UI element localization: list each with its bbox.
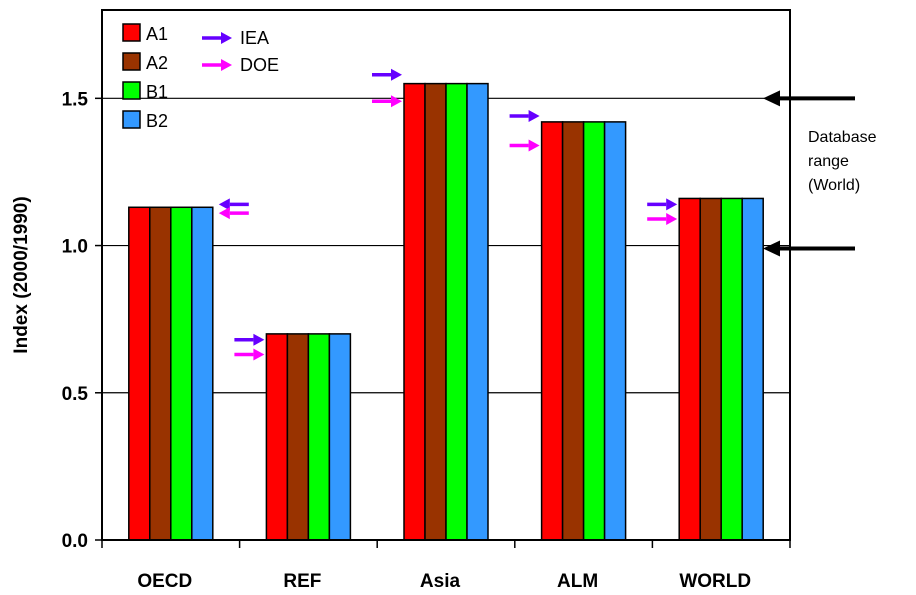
bar bbox=[467, 84, 488, 540]
y-axis-title: Index (2000/1990) bbox=[11, 196, 32, 353]
bar bbox=[721, 198, 742, 540]
iea-arrow bbox=[510, 110, 540, 122]
arrow-head bbox=[529, 139, 540, 151]
legend-swatch bbox=[123, 82, 140, 99]
doe-arrow bbox=[372, 95, 402, 107]
bar bbox=[192, 207, 213, 540]
legend-label: B2 bbox=[146, 111, 168, 131]
bar bbox=[425, 84, 446, 540]
doe-arrow bbox=[510, 139, 540, 151]
range-arrow bbox=[763, 90, 855, 106]
arrow-head bbox=[221, 59, 232, 71]
legend-swatch bbox=[123, 111, 140, 128]
legend-swatch bbox=[123, 53, 140, 70]
bar bbox=[542, 122, 563, 540]
legend-swatch bbox=[123, 24, 140, 41]
annotation-text: Database bbox=[808, 129, 877, 146]
doe-arrow bbox=[234, 349, 264, 361]
legend-label: DOE bbox=[240, 55, 279, 75]
bar bbox=[742, 198, 763, 540]
range-arrow bbox=[763, 241, 855, 257]
bars bbox=[129, 84, 763, 540]
bar bbox=[605, 122, 626, 540]
x-category-label: ALM bbox=[557, 571, 598, 592]
iea-arrow bbox=[647, 198, 677, 210]
arrow-head bbox=[529, 110, 540, 122]
x-category-label: WORLD bbox=[679, 571, 751, 592]
arrow-head bbox=[253, 349, 264, 361]
legend-arrow bbox=[202, 59, 232, 71]
database-range-annotation: Database range (World) bbox=[763, 90, 877, 256]
arrow-head bbox=[391, 69, 402, 81]
legend-label: B1 bbox=[146, 82, 168, 102]
arrow-head bbox=[219, 207, 230, 219]
arrow-head bbox=[253, 334, 264, 346]
annotation-text: range bbox=[808, 153, 849, 170]
bar bbox=[700, 198, 721, 540]
arrow-head bbox=[391, 95, 402, 107]
arrow-head bbox=[763, 90, 780, 106]
legend-arrow bbox=[202, 32, 232, 44]
bar bbox=[150, 207, 171, 540]
arrow-head bbox=[763, 241, 780, 257]
legend-label: A1 bbox=[146, 24, 168, 44]
doe-arrow bbox=[647, 213, 677, 225]
legend-label: IEA bbox=[240, 28, 269, 48]
iea-arrow bbox=[219, 198, 249, 210]
bar bbox=[679, 198, 700, 540]
arrow-head bbox=[221, 32, 232, 44]
arrow-head bbox=[666, 198, 677, 210]
y-tick-label: 0.5 bbox=[62, 384, 89, 405]
bar bbox=[266, 334, 287, 540]
doe-arrow bbox=[219, 207, 249, 219]
iea-arrow bbox=[372, 69, 402, 81]
bar bbox=[171, 207, 192, 540]
legend: A1 A2 B1 B2 IEA DOE bbox=[123, 24, 279, 131]
x-category-label: OECD bbox=[137, 571, 192, 592]
arrow-head bbox=[666, 213, 677, 225]
x-category-label: REF bbox=[283, 571, 321, 592]
bar bbox=[308, 334, 329, 540]
y-tick-label: 1.5 bbox=[62, 89, 89, 110]
x-category-label: Asia bbox=[420, 571, 461, 592]
annotation-text: (World) bbox=[808, 177, 860, 194]
bar bbox=[287, 334, 308, 540]
bar bbox=[563, 122, 584, 540]
legend-label: A2 bbox=[146, 53, 168, 73]
bar bbox=[129, 207, 150, 540]
bar bbox=[584, 122, 605, 540]
bar bbox=[446, 84, 467, 540]
y-tick-label: 1.0 bbox=[62, 237, 88, 258]
y-tick-label: 0.0 bbox=[62, 531, 88, 552]
bar bbox=[404, 84, 425, 540]
iea-arrow bbox=[234, 334, 264, 346]
bar bbox=[329, 334, 350, 540]
